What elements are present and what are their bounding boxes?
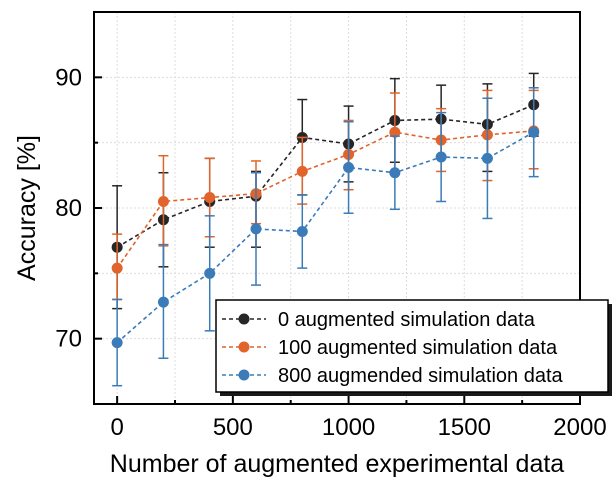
data-point [250,223,262,235]
data-point [157,195,169,207]
data-point [157,296,169,308]
x-tick-label: 500 [213,414,253,441]
series-line [116,104,535,248]
y-tick-label: 90 [55,64,82,91]
y-tick-label: 70 [55,326,82,353]
data-point [435,151,447,163]
x-tick-label: 0 [110,414,123,441]
data-point [204,192,216,204]
legend-box [215,299,609,393]
x-tick-label: 1500 [438,414,491,441]
data-point [111,337,123,349]
legend-marker [238,369,250,381]
legend-marker [238,313,250,325]
ticks: 0 500 1000 1500 2000 70 80 90 [55,64,606,441]
x-tick-label: 1000 [322,414,375,441]
y-axis-label: Accuracy [%] [13,135,41,281]
data-point [389,126,401,138]
x-tick-label: 2000 [553,414,606,441]
x-axis-label: Number of augmented experimental data [110,450,565,478]
data-point [296,226,308,238]
y-tick-label: 80 [55,195,82,222]
legend: 0 augmented simulation data 100 augmented… [215,299,612,396]
data-point [343,161,355,173]
legend-label: 100 augmented simulation data [278,337,558,359]
legend-label: 800 augmended simulation data [278,365,564,387]
data-point [296,165,308,177]
data-point [389,167,401,179]
series-1 [111,89,540,301]
legend-label: 0 augmented simulation data [278,309,536,331]
legend-item-0: 0 augmented simulation data [222,309,536,331]
legend-item-1: 100 augmented simulation data [222,337,558,359]
data-point [481,152,493,164]
legend-marker [238,341,250,353]
series-line [116,131,535,344]
series-layer [111,72,540,387]
legend-item-2: 800 augmended simulation data [222,365,564,387]
data-point [528,126,540,138]
series-2 [111,87,540,387]
data-point [204,267,216,279]
data-point [111,262,123,274]
